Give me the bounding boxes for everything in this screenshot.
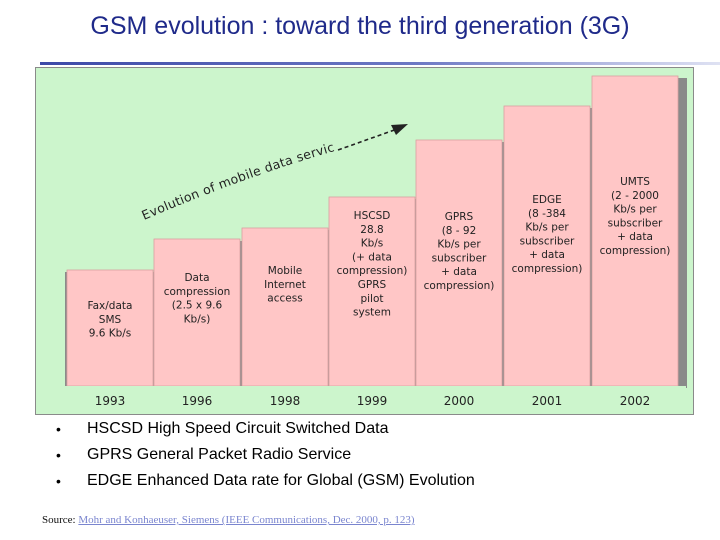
list-item-text: EDGE Enhanced Data rate for Global (GSM)… (87, 472, 475, 489)
list-item-text: HSCSD High Speed Circuit Switched Data (87, 420, 389, 437)
bar-label-line: access (267, 293, 302, 305)
source-prefix: Source: (42, 514, 76, 526)
evolution-diagram: Fax/data SMS 9.6 Kb/s Data compression (2.5 x… (35, 67, 694, 415)
bar-label-line: + data (529, 249, 565, 261)
bar-label-line: compression) (600, 245, 671, 257)
bar-2002 (591, 75, 679, 387)
bar-label-line: UMTS (620, 176, 650, 188)
bar-1998 (241, 227, 329, 387)
list-item: • GPRS General Packet Radio Service (56, 445, 475, 471)
bar-label-line: SMS (99, 314, 122, 326)
bar-label-2002: UMTS (2 - 2000 Kb/s per subscriber + data com… (600, 176, 671, 257)
bar-label-line: Kb/s (361, 238, 384, 250)
bar-2000 (415, 139, 503, 387)
bar-label-line: pilot (360, 293, 383, 305)
bar-label-line: GPRS (358, 279, 387, 291)
bar-label-line: Internet (264, 279, 306, 291)
bar-label-line: (2 - 2000 (611, 190, 659, 202)
bar-2001 (503, 105, 591, 387)
bar-label-2001: EDGE (8 -384 Kb/s per subscriber + data compr… (512, 194, 583, 275)
bar-label-line: 28.8 (360, 224, 383, 236)
bar-label-2000: GPRS (8 - 92 Kb/s per subscriber + data compr… (424, 211, 495, 292)
bar-label-line: subscriber (520, 235, 575, 247)
year-label-2000: 2000 (444, 394, 475, 408)
year-label-1993: 1993 (95, 394, 126, 408)
bar-label-line: compression) (512, 263, 583, 275)
bullet-marker: • (56, 447, 61, 463)
year-label-2001: 2001 (532, 394, 563, 408)
bar-label-line: (2.5 x 9.6 (172, 300, 223, 312)
bullet-marker: • (56, 421, 61, 437)
bar-label-1999: HSCSD 28.8 Kb/s (+ data compression) GPRS pilo… (337, 210, 408, 319)
evolution-arrowhead (391, 124, 408, 135)
bar-label-line: EDGE (532, 194, 562, 206)
bar-label-line: (+ data (352, 251, 392, 263)
title-divider (40, 62, 720, 65)
bar-label-line: (8 - 92 (442, 225, 477, 237)
bar-label-line: Kb/s per (437, 239, 481, 251)
bar-1993 (66, 269, 154, 387)
year-label-1998: 1998 (270, 394, 301, 408)
bar-label-line: compression (164, 286, 231, 298)
bar-label-line: + data (441, 266, 477, 278)
bar-label-1993: Fax/data SMS 9.6 Kb/s (88, 300, 133, 340)
year-axis (46, 386, 686, 413)
bar-label-1996: Data compression (2.5 x 9.6 Kb/s) (164, 272, 231, 325)
list-item: • HSCSD High Speed Circuit Switched Data (56, 419, 475, 445)
evolution-label-text: Evolution of mobile data services (36, 68, 336, 223)
bar-label-line: Kb/s per (613, 204, 657, 216)
year-label-2002: 2002 (620, 394, 651, 408)
source-citation: Source: Mohr and Konhaeuser, Siemens (IE… (42, 514, 415, 526)
evolution-arrow (337, 127, 401, 151)
bar-label-line: system (353, 307, 391, 319)
bar-label-line: Data (184, 272, 209, 284)
bar-label-line: (8 -384 (528, 208, 566, 220)
bar-label-line: Fax/data (88, 300, 133, 312)
bar-label-line: 9.6 Kb/s (89, 328, 132, 340)
bar-label-line: compression) (337, 265, 408, 277)
year-label-1999: 1999 (357, 394, 388, 408)
abbreviation-list: • HSCSD High Speed Circuit Switched Data… (56, 419, 475, 497)
bar-label-line: Kb/s per (525, 222, 569, 234)
bar-label-line: GPRS (445, 211, 474, 223)
evolution-diagram-canvas: Fax/data SMS 9.6 Kb/s Data compression (2.5 x… (36, 68, 687, 413)
bar-label-line: compression) (424, 280, 495, 292)
bar-label-1998: Mobile Internet access (264, 265, 306, 305)
bar-label-line: Mobile (268, 265, 302, 277)
year-label-1996: 1996 (182, 394, 213, 408)
bar-label-line: subscriber (608, 217, 663, 229)
bar-1999 (328, 196, 416, 387)
evolution-label: Evolution of mobile data services (36, 68, 336, 223)
list-item-text: GPRS General Packet Radio Service (87, 446, 352, 463)
bar-label-line: HSCSD (354, 210, 391, 222)
bar-label-line: subscriber (432, 252, 487, 264)
bar-label-line: Kb/s) (184, 313, 211, 325)
bar-label-line: + data (617, 231, 653, 243)
source-link[interactable]: Mohr and Konhaeuser, Siemens (IEEE Commu… (78, 514, 415, 526)
list-item: • EDGE Enhanced Data rate for Global (GS… (56, 471, 475, 497)
bar-1996 (153, 238, 241, 387)
bullet-marker: • (56, 473, 61, 489)
slide-title: GSM evolution : toward the third generat… (90, 12, 630, 40)
